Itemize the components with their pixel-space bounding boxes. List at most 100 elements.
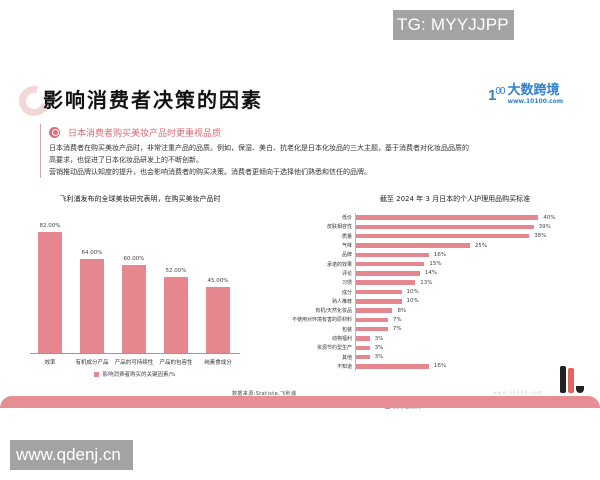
- watermark-bottom: www.qdenj.cn: [10, 440, 133, 470]
- category-label: 效率: [44, 360, 56, 366]
- bar-row: 皮肤相容性 39%: [290, 222, 590, 232]
- logo-mark-icon: 100: [488, 86, 505, 104]
- bar-value-label: 82.00%: [39, 223, 61, 230]
- bar-value-label: 3%: [374, 344, 384, 351]
- bar-row: 低价 40%: [290, 213, 590, 223]
- body-line: 高要求，也促进了日本化妆品研发上的不断创新。: [49, 156, 203, 164]
- horizontal-bar-chart: 截至 2024 年 3 月日本的个人护理用品购买标准 低价 40% 皮肤相容性 39%…: [290, 194, 590, 424]
- category-label: 包装: [341, 326, 352, 333]
- bar-row: 其他 3%: [290, 352, 590, 362]
- bar-value-label: 14%: [424, 270, 437, 277]
- section-body: 日本消费者在购买美妆产品时，非常注重产品的品质。例如，保湿、美白、抗老化是日本化…: [49, 142, 560, 178]
- category-label: 质量: [341, 233, 352, 240]
- plot-area: 低价 40% 皮肤相容性 39% 质量 38% 气味 25% 品牌 16% 承诺的效果 15% 评论 14…: [290, 213, 590, 372]
- bar-value-label: 25%: [474, 242, 488, 249]
- bar-value-label: 38%: [534, 233, 547, 240]
- bulb-icon: [49, 126, 60, 138]
- category-label: 习惯: [341, 280, 352, 287]
- bar: [80, 258, 104, 353]
- bar-row: 不使用对环境有害的原材料 7%: [290, 315, 590, 325]
- bar-value-label: 52.00%: [165, 267, 187, 274]
- bar-value-label: 39%: [538, 223, 551, 230]
- bar: [206, 286, 230, 353]
- body-line: 日本消费者在购买美妆产品时，非常注重产品的品质。例如，保湿、美白、抗老化是日本化…: [49, 144, 469, 152]
- category-label: 有机成分产品: [75, 360, 109, 366]
- category-label: 资源节约型生产: [316, 345, 352, 352]
- bar: [356, 224, 534, 230]
- insight-section: 日本消费者购买美妆产品时更重视品质 日本消费者在购买美妆产品时，非常注重产品的品…: [40, 124, 560, 178]
- bar: [356, 271, 420, 276]
- logo-url: www.10100.com: [507, 98, 564, 105]
- category-label: 品牌: [341, 252, 352, 259]
- category-label: 产品的可持续性: [114, 360, 154, 366]
- bar-row: 包装 7%: [290, 324, 590, 334]
- bar-row: 承诺的效果 15%: [290, 259, 590, 269]
- bar-value-label: 64.00%: [81, 249, 103, 256]
- bar-value-label: 16%: [433, 363, 447, 370]
- bar-value-label: 60.00%: [123, 255, 145, 262]
- page-title: 影响消费者决策的因素: [43, 88, 263, 112]
- category-label: 承诺的效果: [326, 261, 352, 268]
- bar-row: 习惯 13%: [290, 278, 590, 288]
- category-label: 纯素食成分: [204, 360, 232, 366]
- bar: [356, 354, 370, 360]
- logo: 100 大数跨境 www.10100.com: [488, 84, 563, 106]
- watermark-top: TG: MYYJJPP: [393, 10, 514, 40]
- footer-band: [0, 396, 600, 408]
- category-label: 其他: [341, 354, 352, 361]
- bar: [356, 261, 425, 267]
- bar-value-label: 10%: [406, 289, 419, 296]
- bar-value-label: 15%: [429, 261, 442, 268]
- chart-title: 飞利浦发布的全球美妆研究表明，在购买美妆产品时: [59, 195, 221, 203]
- bar-row: 品牌 16%: [290, 250, 590, 260]
- category-label: 不使用对环境有害的原材料: [291, 317, 352, 324]
- bar: [356, 289, 402, 295]
- vertical-bar-chart: 飞利浦发布的全球美妆研究表明，在购买美妆产品时 82.00% 64.00% 60.0…: [30, 194, 250, 384]
- data-source: 数据来源:Statiste,飞利浦: [232, 391, 297, 397]
- category-label: 成分: [341, 289, 352, 296]
- bar: [356, 215, 539, 220]
- bar: [356, 317, 388, 323]
- bar-row: 成分 10%: [290, 287, 590, 297]
- bar: [356, 336, 370, 341]
- category-label: 低价: [341, 215, 352, 222]
- bar: [356, 308, 393, 313]
- bar-value-label: 3%: [374, 354, 384, 361]
- bar: [356, 252, 429, 258]
- bar: [38, 232, 62, 353]
- bar-value-label: 40%: [543, 214, 556, 221]
- bar-row: 评论 14%: [290, 268, 590, 279]
- cosmetics-bottles-icon: [560, 366, 584, 393]
- bar-value-label: 10%: [406, 298, 419, 305]
- bar: [356, 280, 416, 285]
- bar-row: 动物福利 3%: [290, 333, 590, 344]
- category-label: 评论: [341, 270, 352, 277]
- category-label: 动物福利: [331, 336, 352, 342]
- category-label: 产品的包容性: [159, 360, 193, 366]
- category-label: 气味: [341, 243, 352, 250]
- logo-name: 大数跨境: [507, 83, 560, 98]
- slide: 影响消费者决策的因素 100 大数跨境 www.10100.com 日本消费者购…: [0, 70, 600, 410]
- chart-title: 截至 2024 年 3 月日本的个人护理用品购买标准: [379, 195, 531, 203]
- bar: [356, 345, 370, 351]
- bar: [356, 233, 530, 239]
- bar-value-label: 3%: [374, 335, 384, 342]
- category-label: 有机/天然化妆品: [315, 308, 352, 315]
- category-label: 熟人推荐: [331, 298, 352, 305]
- chart-legend: 影响消费者购买的关键因素/%: [30, 370, 240, 378]
- bar: [356, 299, 402, 304]
- legend-swatch: [94, 371, 100, 377]
- category-label: 皮肤相容性: [326, 224, 352, 231]
- bar-row: 熟人推荐 10%: [290, 296, 590, 306]
- bar-row: 气味 25%: [290, 240, 590, 251]
- bar-value-label: 7%: [392, 326, 402, 333]
- bar: [356, 364, 429, 369]
- footer-url: www.10100.com: [493, 391, 544, 396]
- section-title: 日本消费者购买美妆产品时更重视品质: [68, 128, 222, 139]
- bar-value-label: 45.00%: [207, 277, 229, 284]
- bar-row: 资源节约型生产 3%: [290, 343, 590, 353]
- body-line: 营销推动品牌认知度的提升，也会影响消费者的购买决策。消费者更倾向于选择他们熟悉和…: [49, 168, 371, 176]
- bar-row: 不知道 16%: [290, 361, 590, 372]
- bar-row: 有机/天然化妆品 8%: [290, 305, 590, 316]
